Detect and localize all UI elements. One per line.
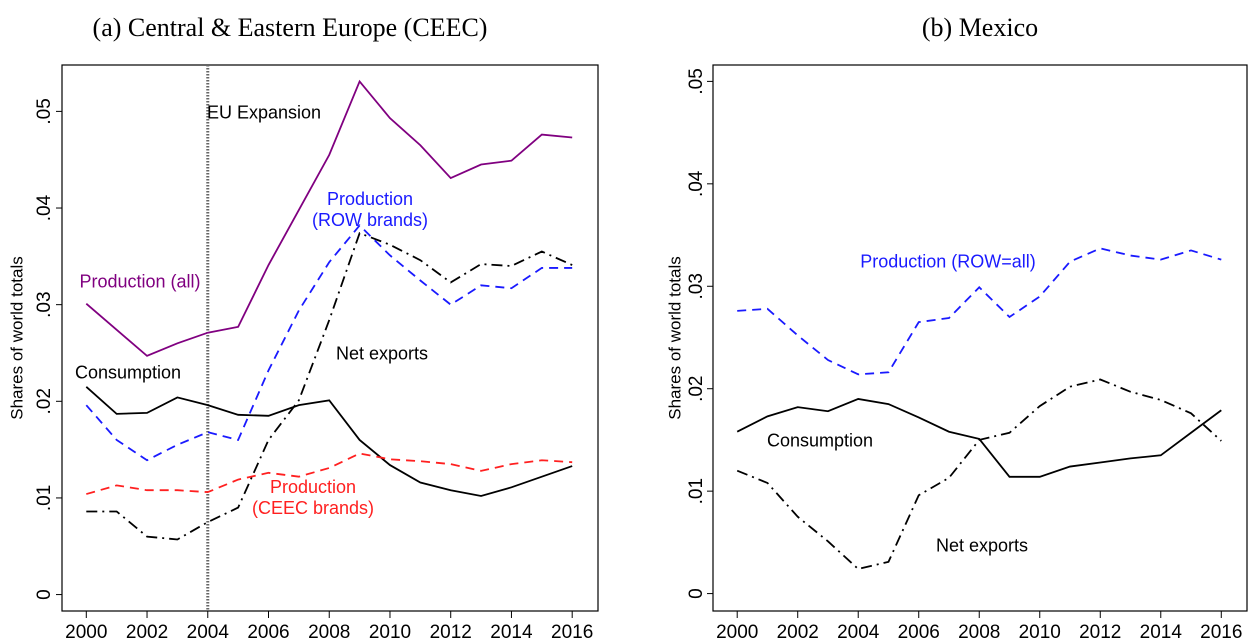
series-line xyxy=(736,398,1222,478)
x-tick-label: 2008 xyxy=(308,622,350,641)
series-label: Consumption xyxy=(766,430,874,451)
event-label: EU Expansion xyxy=(207,102,322,123)
y-tick-label: .02 xyxy=(34,388,55,414)
x-tick-label: 2000 xyxy=(716,622,758,641)
series-label: Production (all) xyxy=(79,271,201,292)
x-tick-label: 2008 xyxy=(958,622,1000,641)
y-tick-label: .03 xyxy=(34,291,55,317)
x-tick-label: 2010 xyxy=(369,622,411,641)
x-tick-label: 2012 xyxy=(1079,622,1121,641)
x-tick-label: 2016 xyxy=(1200,622,1242,641)
series-label: Production (CEEC brands) xyxy=(251,477,375,518)
x-tick-label: 2002 xyxy=(777,622,819,641)
x-tick-label: 2012 xyxy=(430,622,472,641)
y-axis-label: Shares of world totals xyxy=(7,256,26,419)
y-tick-label: .01 xyxy=(686,478,707,504)
y-tick-label: .05 xyxy=(34,98,55,124)
y-tick-label: .02 xyxy=(686,375,707,401)
x-tick-label: 2014 xyxy=(1140,622,1183,641)
y-tick-label: 0 xyxy=(686,588,707,599)
series-line xyxy=(85,386,573,497)
series-line xyxy=(86,231,573,541)
series-label: Net exports xyxy=(335,343,429,364)
x-tick-label: 2010 xyxy=(1019,622,1061,641)
y-tick-label: .03 xyxy=(686,273,707,299)
y-tick-label: 0 xyxy=(34,589,55,600)
x-tick-label: 2002 xyxy=(126,622,168,641)
x-tick-label: 2014 xyxy=(490,622,533,641)
series-line xyxy=(736,378,1222,570)
x-tick-label: 2004 xyxy=(837,622,880,641)
x-tick-label: 2016 xyxy=(551,622,593,641)
plot-frame xyxy=(61,64,599,612)
series-line xyxy=(737,247,1222,376)
series-line xyxy=(85,79,573,357)
x-tick-label: 2006 xyxy=(247,622,289,641)
x-tick-label: 2006 xyxy=(898,622,940,641)
series-label: Consumption xyxy=(74,362,182,383)
y-tick-label: .04 xyxy=(34,194,55,221)
plot-frame xyxy=(712,64,1248,612)
chart-title: (b) Mexico xyxy=(922,13,1038,42)
x-tick-label: 2004 xyxy=(187,622,230,641)
series-label: Net exports xyxy=(935,535,1029,556)
y-tick-label: .01 xyxy=(34,485,55,511)
y-tick-label: .04 xyxy=(686,170,707,197)
series-label: Production (ROW=all) xyxy=(860,251,1036,272)
series-label: Production (ROW brands) xyxy=(311,189,428,230)
x-tick-label: 2000 xyxy=(65,622,107,641)
series-line xyxy=(86,452,573,495)
series-line xyxy=(85,224,573,462)
chart-title: (a) Central & Eastern Europe (CEEC) xyxy=(93,13,488,42)
y-axis-label: Shares of world totals xyxy=(665,256,684,419)
y-tick-label: .05 xyxy=(686,68,707,94)
